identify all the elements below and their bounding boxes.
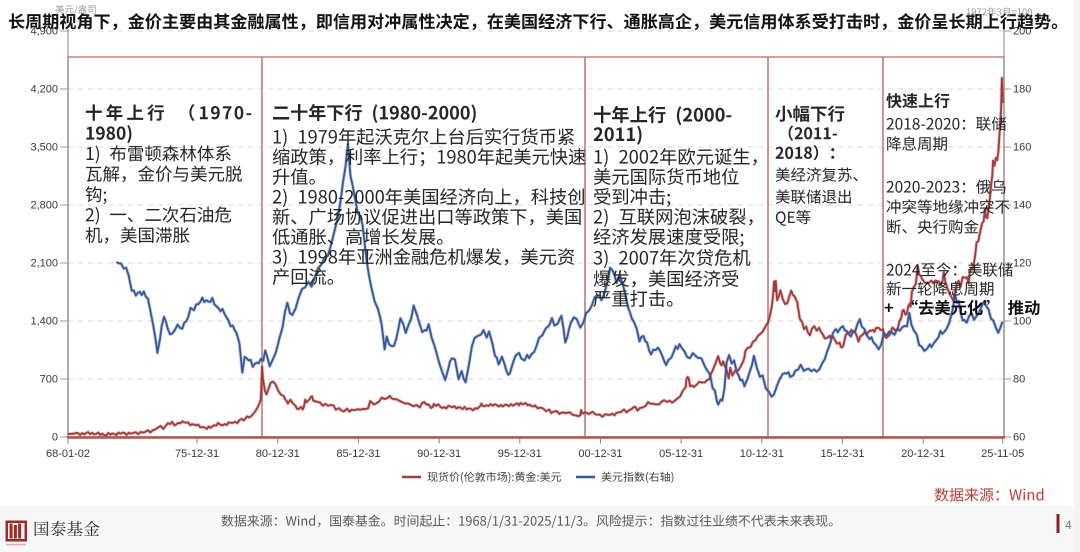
svg-text:15-12-31: 15-12-31 bbox=[820, 448, 864, 460]
svg-text:700: 700 bbox=[40, 374, 58, 386]
svg-text:0: 0 bbox=[52, 432, 58, 444]
svg-text:2,100: 2,100 bbox=[30, 258, 58, 270]
svg-text:10-12-31: 10-12-31 bbox=[740, 448, 784, 460]
svg-text:140: 140 bbox=[1013, 200, 1031, 212]
svg-text:2,800: 2,800 bbox=[30, 200, 58, 212]
svg-text:4: 4 bbox=[1065, 518, 1072, 532]
svg-text:05-12-31: 05-12-31 bbox=[659, 448, 703, 460]
svg-text:85-12-31: 85-12-31 bbox=[336, 448, 380, 460]
svg-text:80-12-31: 80-12-31 bbox=[256, 448, 300, 460]
svg-text:1,400: 1,400 bbox=[30, 316, 58, 328]
svg-text:60: 60 bbox=[1013, 432, 1025, 444]
svg-text:20-12-31: 20-12-31 bbox=[901, 448, 945, 460]
svg-text:75-12-31: 75-12-31 bbox=[175, 448, 219, 460]
svg-text:180: 180 bbox=[1013, 84, 1031, 96]
svg-text:120: 120 bbox=[1013, 258, 1031, 270]
svg-text:80: 80 bbox=[1013, 374, 1025, 386]
svg-text:95-12-31: 95-12-31 bbox=[498, 448, 542, 460]
svg-text:160: 160 bbox=[1013, 142, 1031, 154]
svg-text:00-12-31: 00-12-31 bbox=[578, 448, 622, 460]
svg-text:68-01-02: 68-01-02 bbox=[46, 448, 90, 460]
svg-text:25-11-05: 25-11-05 bbox=[981, 448, 1024, 460]
svg-text:100: 100 bbox=[1013, 316, 1031, 328]
svg-text:90-12-31: 90-12-31 bbox=[417, 448, 461, 460]
svg-text:4,200: 4,200 bbox=[30, 84, 58, 96]
svg-text:3,500: 3,500 bbox=[30, 142, 58, 154]
